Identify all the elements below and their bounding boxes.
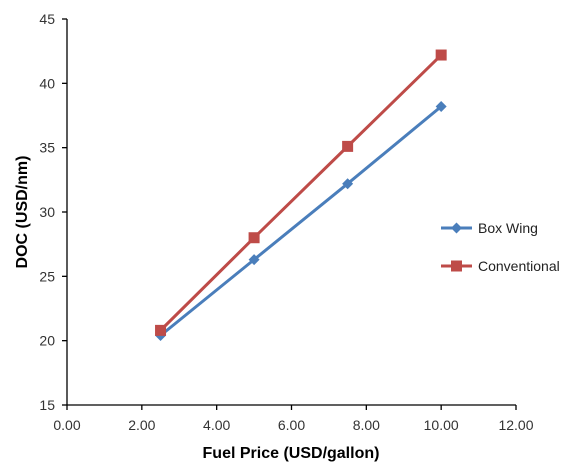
series-line-conventional bbox=[159, 53, 443, 332]
axes bbox=[62, 18, 517, 410]
legend-entry-box-wing: Box Wing bbox=[441, 220, 538, 236]
x-tick-label: 6.00 bbox=[278, 417, 305, 433]
legend-marker-conventional bbox=[451, 260, 462, 272]
y-axis-title: DOC (USD/nm) bbox=[14, 156, 31, 269]
series-box-wing bbox=[155, 100, 447, 342]
y-tick-label: 15 bbox=[39, 397, 55, 413]
x-tick-label: 0.00 bbox=[53, 417, 80, 433]
y-tick-label: 40 bbox=[39, 75, 55, 91]
tick-labels: 15 20 25 30 35 40 45 0.00 2.00 4.00 6.00 8.00 10.00 1… bbox=[39, 11, 533, 433]
legend-label-conventional: Conventional bbox=[478, 258, 560, 274]
y-tick-label: 30 bbox=[39, 204, 55, 220]
x-axis-title: Fuel Price (USD/gallon) bbox=[203, 445, 380, 462]
legend-label-box-wing: Box Wing bbox=[478, 220, 538, 236]
y-tick-label: 25 bbox=[39, 268, 55, 284]
x-tick-label: 8.00 bbox=[353, 417, 380, 433]
x-tick-label: 2.00 bbox=[128, 417, 155, 433]
x-tick-label: 10.00 bbox=[424, 417, 459, 433]
data-point-conventional bbox=[248, 232, 260, 244]
legend-marker-box-wing bbox=[451, 222, 462, 234]
data-point-box-wing bbox=[435, 100, 447, 112]
y-tick-label: 35 bbox=[39, 140, 55, 156]
series-line-box-wing bbox=[159, 105, 443, 337]
y-tick-label: 20 bbox=[39, 333, 55, 349]
data-point-box-wing bbox=[248, 254, 260, 266]
data-point-box-wing bbox=[342, 178, 354, 190]
x-tick-label: 12.00 bbox=[498, 417, 533, 433]
data-point-conventional bbox=[435, 49, 447, 61]
series-conventional bbox=[155, 49, 447, 336]
data-point-conventional bbox=[342, 140, 354, 152]
data-point-conventional bbox=[155, 324, 167, 336]
legend: Box Wing Conventional bbox=[441, 220, 560, 274]
x-tick-label: 4.00 bbox=[203, 417, 230, 433]
series-lines bbox=[155, 49, 447, 342]
legend-entry-conventional: Conventional bbox=[441, 258, 560, 274]
y-tick-label: 45 bbox=[39, 11, 55, 27]
